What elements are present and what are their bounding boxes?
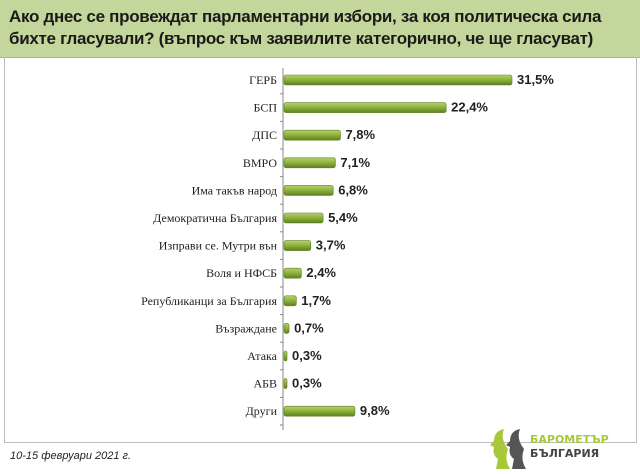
value-label: 1,7% [301, 293, 331, 308]
value-label: 3,7% [316, 238, 346, 253]
category-label: Воля и НФСБ [206, 266, 277, 280]
category-label: ДПС [252, 128, 277, 142]
bar [283, 378, 288, 389]
bar [283, 267, 302, 279]
value-label: 5,4% [328, 210, 358, 225]
logo-text-2: БЪЛГАРИЯ [530, 447, 599, 460]
bar [283, 405, 356, 417]
bar [283, 295, 297, 307]
value-label: 9,8% [360, 403, 390, 418]
value-label: 0,7% [294, 320, 324, 335]
category-label: Републиканци за България [141, 294, 277, 308]
category-label: Демократична България [153, 211, 277, 225]
chart-title: Ако днес се провеждат парламентарни избо… [9, 7, 602, 48]
chart-frame [4, 57, 637, 443]
value-label: 0,3% [292, 376, 322, 391]
category-label: Други [246, 404, 278, 418]
bar [283, 323, 290, 334]
survey-date: 10-15 февруари 2021 г. [10, 450, 132, 462]
category-label: АБВ [253, 377, 277, 391]
category-label: Изправи се. Мутри вън [159, 239, 278, 253]
bar [283, 350, 288, 362]
bar [283, 240, 312, 251]
header-band: Ако днес се провеждат парламентарни избо… [0, 0, 640, 58]
category-label: Възраждане [215, 321, 277, 335]
value-label: 7,1% [340, 155, 370, 170]
bar [283, 157, 336, 169]
value-label: 31,5% [517, 72, 554, 87]
bar [283, 102, 447, 113]
logo-text-1: БАРОМЕТЪР [530, 433, 609, 446]
value-label: 0,3% [292, 348, 322, 363]
value-label: 2,4% [306, 265, 336, 280]
bar [283, 129, 341, 141]
value-label: 22,4% [451, 100, 488, 115]
value-label: 7,8% [345, 127, 375, 142]
category-label: ГЕРБ [249, 73, 277, 87]
bar [283, 74, 513, 86]
category-label: ВМРО [243, 156, 277, 170]
category-label: БСП [254, 101, 278, 115]
category-label: Има такъв народ [192, 183, 277, 197]
barometer-bulgaria-logo: БАРОМЕТЪР БЪЛГАРИЯ [490, 429, 609, 469]
bar [283, 212, 324, 224]
value-label: 6,8% [338, 182, 368, 197]
category-label: Атака [247, 349, 277, 363]
bar [283, 185, 334, 196]
